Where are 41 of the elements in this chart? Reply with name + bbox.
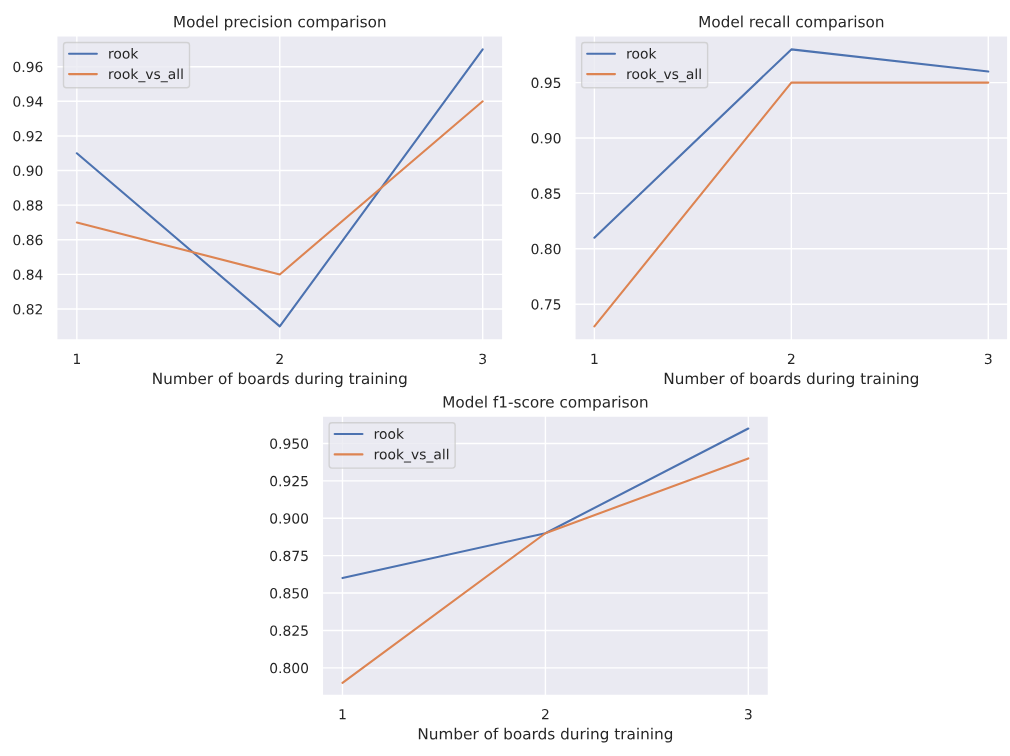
- x-tick-label: 3: [744, 708, 752, 720]
- legend-label: rook_vs_all: [374, 448, 449, 463]
- y-tick-label: 0.96: [13, 61, 43, 73]
- y-tick-label: 0.85: [531, 188, 561, 199]
- y-tick-label: 0.90: [531, 132, 561, 144]
- y-tick-label: 0.84: [13, 269, 43, 280]
- y-tick-label: 0.900: [270, 513, 309, 524]
- y-tick-label: 0.800: [270, 662, 309, 674]
- legend-label: rook_vs_all: [109, 68, 183, 83]
- legend-label: rook: [627, 48, 657, 59]
- x-axis-title: Number of boards during training: [153, 372, 407, 388]
- y-tick-label: 0.875: [270, 550, 308, 562]
- chart-title: Model f1-score comparison: [443, 395, 648, 411]
- chart-title: Model precision comparison: [174, 15, 386, 31]
- legend-label: rook: [374, 428, 404, 440]
- x-tick-label: 2: [787, 353, 795, 364]
- y-tick-label: 0.88: [13, 200, 43, 211]
- y-tick-label: 0.80: [531, 243, 561, 255]
- x-tick-label: 1: [339, 709, 346, 720]
- y-tick-label: 0.825: [270, 625, 308, 636]
- chart-title: Model recall comparison: [699, 15, 884, 31]
- y-tick-label: 0.925: [270, 475, 308, 487]
- legend-label: rook_vs_all: [627, 68, 701, 83]
- y-tick-label: 0.950: [270, 438, 309, 449]
- y-tick-label: 0.75: [531, 299, 561, 310]
- x-axis-title: Number of boards during training: [664, 372, 918, 388]
- x-axis-title: Number of boards during training: [418, 727, 673, 743]
- x-tick-label: 1: [73, 353, 80, 364]
- x-tick-label: 2: [276, 353, 283, 364]
- y-tick-label: 0.95: [531, 77, 561, 89]
- x-tick-label: 2: [542, 708, 549, 720]
- y-tick-label: 0.90: [13, 165, 43, 177]
- y-tick-label: 0.86: [13, 234, 43, 246]
- y-tick-label: 0.94: [13, 96, 43, 107]
- y-tick-label: 0.92: [13, 130, 42, 142]
- legend-label: rook: [109, 48, 139, 59]
- x-tick-label: 1: [591, 353, 598, 364]
- y-tick-label: 0.82: [13, 304, 42, 315]
- x-tick-label: 3: [479, 353, 486, 365]
- y-tick-label: 0.850: [270, 588, 309, 599]
- x-tick-label: 3: [984, 353, 992, 365]
